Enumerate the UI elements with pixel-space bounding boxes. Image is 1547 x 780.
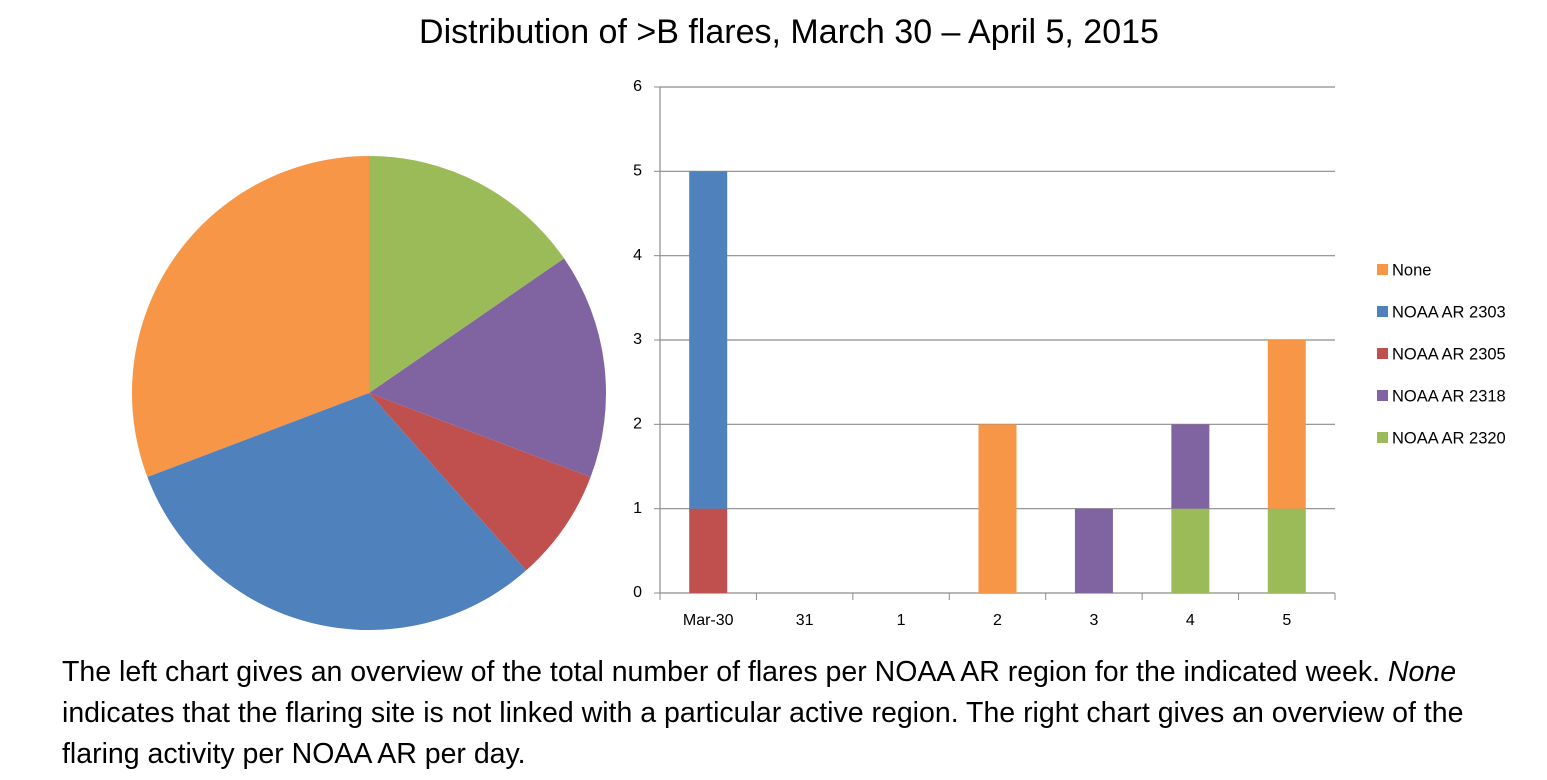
caption-text: The left chart gives an overview of the … [62,656,1388,688]
bar-segment [689,508,728,593]
legend-label: NOAA AR 2318 [1392,387,1506,405]
bar-segment [1267,340,1306,509]
legend-label: NOAA AR 2320 [1392,429,1506,447]
bar-segment [978,424,1017,593]
caption: The left chart gives an overview of the … [62,652,1537,775]
legend-swatch [1377,432,1388,443]
y-tick-label: 5 [633,163,642,180]
x-tick-label: Mar-30 [683,612,734,629]
pie-slice [131,156,369,478]
x-tick-label: 3 [1089,612,1098,629]
legend-swatch [1377,390,1388,401]
bar-segment [1074,508,1113,593]
pie-slice [369,393,591,571]
x-tick-label: 5 [1282,612,1291,629]
legend-label: NOAA AR 2305 [1392,345,1506,363]
y-tick-label: 0 [633,584,642,601]
caption-emphasis: None [1387,656,1457,688]
x-tick-label: 4 [1186,612,1195,629]
y-tick-label: 2 [633,416,642,433]
legend-label: None [1392,261,1431,279]
y-tick-label: 3 [633,331,642,348]
legend-swatch [1377,264,1388,275]
x-tick-label: 1 [897,612,906,629]
legend-swatch [1377,306,1388,317]
bar-segment [1171,508,1210,593]
caption-text: indicates that the flaring site is not l… [62,697,1464,770]
slide-title: Distribution of >B flares, March 30 – Ap… [419,13,1159,51]
bar-segment [1171,424,1210,509]
pie-slice [369,156,565,393]
pie-slice [147,393,527,630]
y-tick-label: 6 [633,78,642,95]
pie-slice [369,258,606,478]
legend-label: NOAA AR 2303 [1392,303,1506,321]
y-tick-label: 1 [633,500,642,517]
bar-segment [1267,508,1306,593]
x-tick-label: 2 [993,612,1002,629]
bar-segment [689,171,728,509]
x-tick-label: 31 [796,612,814,629]
legend-swatch [1377,348,1388,359]
charts: Distribution of >B flares, March 30 – Ap… [131,13,1506,630]
y-tick-label: 4 [633,247,642,264]
